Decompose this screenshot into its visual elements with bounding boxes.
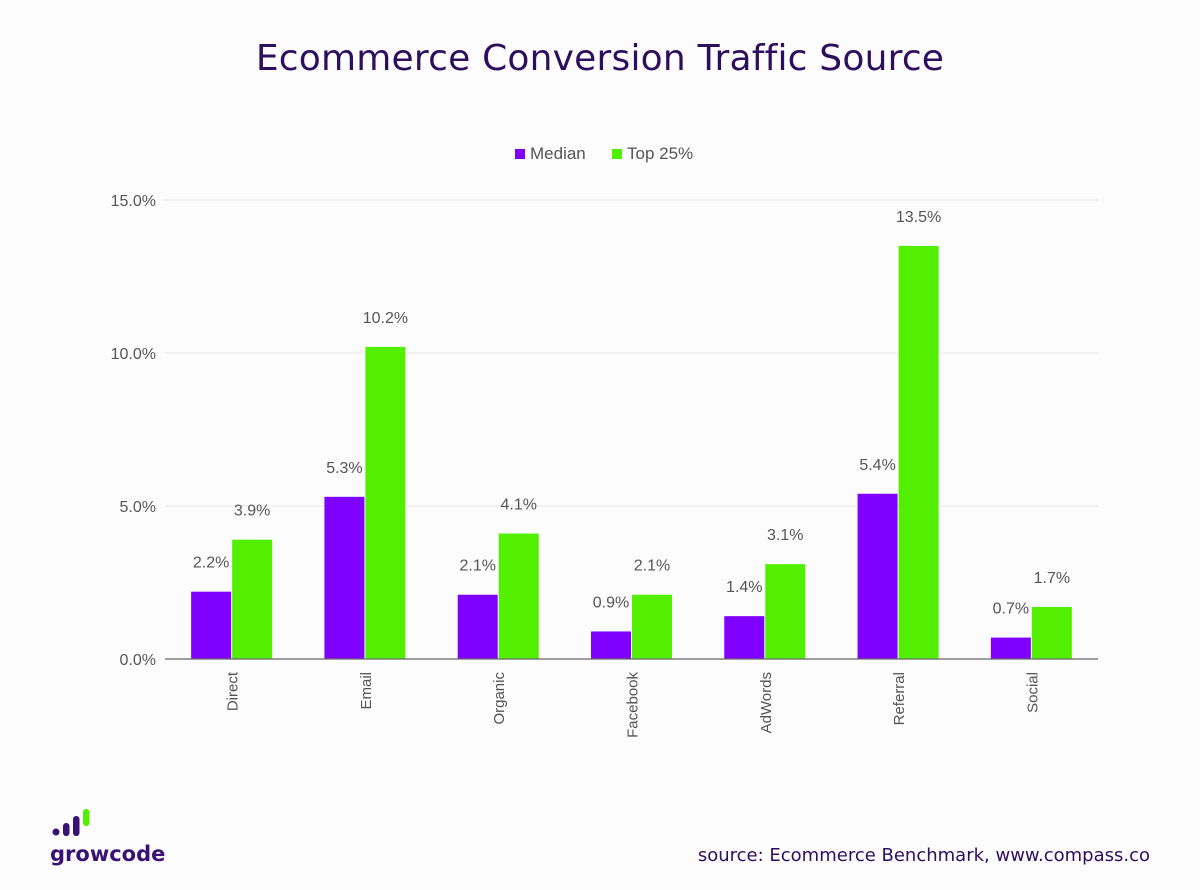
data-label: 2.1% — [634, 558, 670, 575]
data-label: 5.3% — [326, 460, 362, 477]
x-tick-label: AdWords — [758, 672, 775, 733]
bar-top-25 — [632, 594, 672, 659]
data-label: 1.4% — [726, 579, 762, 596]
legend-label: Median — [530, 144, 586, 163]
logo-text: growcode — [50, 842, 166, 866]
data-label: 2.1% — [459, 558, 495, 575]
bar-median — [990, 637, 1031, 659]
bar-median — [324, 496, 365, 659]
bar-top-25 — [898, 245, 939, 659]
x-tick-label: Organic — [491, 672, 508, 725]
x-tick-label: Referral — [891, 672, 908, 725]
bar-median — [191, 591, 232, 659]
data-label: 13.5% — [896, 209, 941, 226]
y-tick-label: 10.0% — [111, 346, 156, 363]
x-tick-label: Direct — [225, 671, 242, 711]
data-label: 0.7% — [993, 601, 1029, 618]
data-label: 1.7% — [1034, 570, 1070, 587]
y-tick-label: 5.0% — [120, 499, 156, 516]
data-label: 10.2% — [363, 310, 408, 327]
bar-median — [857, 493, 898, 659]
legend-label: Top 25% — [627, 144, 693, 163]
data-label: 2.2% — [193, 555, 229, 572]
x-tick-label: Social — [1024, 672, 1041, 713]
source-note: source: Ecommerce Benchmark, www.compass… — [697, 845, 1150, 866]
bar-median — [724, 616, 765, 659]
legend-swatch-top-25 — [612, 149, 622, 159]
data-label: 0.9% — [593, 594, 629, 611]
data-label: 4.1% — [500, 497, 536, 514]
y-tick-label: 0.0% — [120, 652, 156, 669]
growcode-logo-icon — [52, 809, 90, 836]
bar-top-25 — [232, 539, 273, 659]
y-tick-label: 15.0% — [111, 193, 156, 210]
data-label: 5.4% — [859, 457, 895, 474]
data-label: 3.9% — [234, 503, 270, 520]
bar-top-25 — [765, 564, 806, 659]
chart-title: Ecommerce Conversion Traffic Source — [255, 38, 945, 79]
bar-median — [591, 631, 631, 659]
x-tick-label: Facebook — [625, 672, 642, 738]
bar-top-25 — [1031, 606, 1072, 659]
x-tick-label: Email — [358, 672, 375, 710]
bar-top-25 — [365, 346, 406, 659]
legend-swatch-median — [515, 149, 525, 159]
bar-top-25 — [498, 533, 539, 659]
bar-median — [457, 594, 498, 659]
data-label: 3.1% — [767, 527, 803, 544]
